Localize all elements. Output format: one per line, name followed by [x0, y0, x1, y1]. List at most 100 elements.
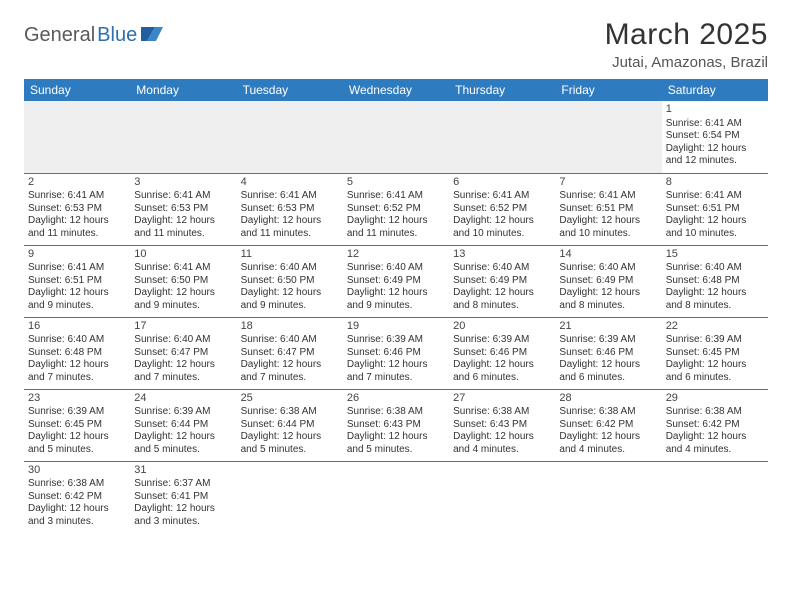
- day-number: 20: [453, 320, 551, 334]
- sunrise-text: Sunrise: 6:41 AM: [28, 190, 126, 203]
- daylight-text: Daylight: 12 hours and 8 minutes.: [559, 287, 657, 312]
- day-number: 8: [666, 176, 764, 190]
- day-number: 16: [28, 320, 126, 334]
- calendar-day: 3Sunrise: 6:41 AMSunset: 6:53 PMDaylight…: [130, 173, 236, 245]
- sunrise-text: Sunrise: 6:39 AM: [347, 334, 445, 347]
- day-number: 25: [241, 392, 339, 406]
- daylight-text: Daylight: 12 hours and 3 minutes.: [134, 503, 232, 528]
- daylight-text: Daylight: 12 hours and 5 minutes.: [241, 431, 339, 456]
- header: GeneralBlue March 2025 Jutai, Amazonas, …: [24, 18, 768, 71]
- day-header-row: SundayMondayTuesdayWednesdayThursdayFrid…: [24, 79, 768, 101]
- day-number: 28: [559, 392, 657, 406]
- daylight-text: Daylight: 12 hours and 5 minutes.: [347, 431, 445, 456]
- sunrise-text: Sunrise: 6:40 AM: [666, 262, 764, 275]
- sunrise-text: Sunrise: 6:40 AM: [453, 262, 551, 275]
- calendar-empty: [449, 101, 555, 173]
- daylight-text: Daylight: 12 hours and 7 minutes.: [347, 359, 445, 384]
- location-subtitle: Jutai, Amazonas, Brazil: [605, 54, 768, 71]
- sunset-text: Sunset: 6:45 PM: [666, 347, 764, 360]
- day-number: 27: [453, 392, 551, 406]
- day-number: 11: [241, 248, 339, 262]
- sunrise-text: Sunrise: 6:38 AM: [453, 406, 551, 419]
- sunrise-text: Sunrise: 6:41 AM: [453, 190, 551, 203]
- logo-flag-icon: [141, 25, 163, 46]
- calendar-empty: [449, 461, 555, 533]
- calendar-day: 31Sunrise: 6:37 AMSunset: 6:41 PMDayligh…: [130, 461, 236, 533]
- calendar-day: 22Sunrise: 6:39 AMSunset: 6:45 PMDayligh…: [662, 317, 768, 389]
- day-number: 23: [28, 392, 126, 406]
- sunrise-text: Sunrise: 6:41 AM: [347, 190, 445, 203]
- sunrise-text: Sunrise: 6:40 AM: [559, 262, 657, 275]
- sunset-text: Sunset: 6:48 PM: [666, 275, 764, 288]
- calendar-empty: [24, 101, 130, 173]
- sunrise-text: Sunrise: 6:40 AM: [241, 334, 339, 347]
- daylight-text: Daylight: 12 hours and 4 minutes.: [453, 431, 551, 456]
- daylight-text: Daylight: 12 hours and 8 minutes.: [453, 287, 551, 312]
- daylight-text: Daylight: 12 hours and 4 minutes.: [559, 431, 657, 456]
- daylight-text: Daylight: 12 hours and 6 minutes.: [666, 359, 764, 384]
- sunrise-text: Sunrise: 6:38 AM: [559, 406, 657, 419]
- calendar-empty: [343, 101, 449, 173]
- sunset-text: Sunset: 6:52 PM: [453, 203, 551, 216]
- calendar-week: 23Sunrise: 6:39 AMSunset: 6:45 PMDayligh…: [24, 389, 768, 461]
- day-number: 14: [559, 248, 657, 262]
- day-number: 21: [559, 320, 657, 334]
- calendar-day: 17Sunrise: 6:40 AMSunset: 6:47 PMDayligh…: [130, 317, 236, 389]
- sunset-text: Sunset: 6:53 PM: [241, 203, 339, 216]
- sunrise-text: Sunrise: 6:40 AM: [134, 334, 232, 347]
- sunset-text: Sunset: 6:51 PM: [28, 275, 126, 288]
- sunrise-text: Sunrise: 6:39 AM: [453, 334, 551, 347]
- sunset-text: Sunset: 6:47 PM: [241, 347, 339, 360]
- sunrise-text: Sunrise: 6:41 AM: [28, 262, 126, 275]
- calendar-day: 15Sunrise: 6:40 AMSunset: 6:48 PMDayligh…: [662, 245, 768, 317]
- daylight-text: Daylight: 12 hours and 10 minutes.: [666, 215, 764, 240]
- calendar-day: 30Sunrise: 6:38 AMSunset: 6:42 PMDayligh…: [24, 461, 130, 533]
- calendar-day: 12Sunrise: 6:40 AMSunset: 6:49 PMDayligh…: [343, 245, 449, 317]
- sunset-text: Sunset: 6:50 PM: [134, 275, 232, 288]
- daylight-text: Daylight: 12 hours and 5 minutes.: [28, 431, 126, 456]
- sunset-text: Sunset: 6:42 PM: [28, 491, 126, 504]
- daylight-text: Daylight: 12 hours and 11 minutes.: [134, 215, 232, 240]
- calendar-day: 6Sunrise: 6:41 AMSunset: 6:52 PMDaylight…: [449, 173, 555, 245]
- logo-text-blue: Blue: [97, 24, 137, 47]
- sunset-text: Sunset: 6:44 PM: [241, 419, 339, 432]
- sunrise-text: Sunrise: 6:40 AM: [241, 262, 339, 275]
- calendar-day: 13Sunrise: 6:40 AMSunset: 6:49 PMDayligh…: [449, 245, 555, 317]
- day-number: 10: [134, 248, 232, 262]
- calendar-day: 14Sunrise: 6:40 AMSunset: 6:49 PMDayligh…: [555, 245, 661, 317]
- day-number: 18: [241, 320, 339, 334]
- day-header: Saturday: [662, 79, 768, 101]
- sunset-text: Sunset: 6:45 PM: [28, 419, 126, 432]
- day-number: 13: [453, 248, 551, 262]
- sunset-text: Sunset: 6:41 PM: [134, 491, 232, 504]
- calendar-day: 28Sunrise: 6:38 AMSunset: 6:42 PMDayligh…: [555, 389, 661, 461]
- calendar-week: 16Sunrise: 6:40 AMSunset: 6:48 PMDayligh…: [24, 317, 768, 389]
- day-number: 2: [28, 176, 126, 190]
- sunrise-text: Sunrise: 6:39 AM: [134, 406, 232, 419]
- calendar-day: 26Sunrise: 6:38 AMSunset: 6:43 PMDayligh…: [343, 389, 449, 461]
- sunset-text: Sunset: 6:48 PM: [28, 347, 126, 360]
- daylight-text: Daylight: 12 hours and 12 minutes.: [666, 143, 764, 168]
- sunset-text: Sunset: 6:52 PM: [347, 203, 445, 216]
- sunset-text: Sunset: 6:53 PM: [28, 203, 126, 216]
- sunset-text: Sunset: 6:53 PM: [134, 203, 232, 216]
- sunrise-text: Sunrise: 6:39 AM: [559, 334, 657, 347]
- day-number: 5: [347, 176, 445, 190]
- daylight-text: Daylight: 12 hours and 10 minutes.: [559, 215, 657, 240]
- daylight-text: Daylight: 12 hours and 9 minutes.: [28, 287, 126, 312]
- calendar-day: 23Sunrise: 6:39 AMSunset: 6:45 PMDayligh…: [24, 389, 130, 461]
- day-number: 19: [347, 320, 445, 334]
- day-header: Thursday: [449, 79, 555, 101]
- daylight-text: Daylight: 12 hours and 7 minutes.: [28, 359, 126, 384]
- daylight-text: Daylight: 12 hours and 7 minutes.: [134, 359, 232, 384]
- daylight-text: Daylight: 12 hours and 4 minutes.: [666, 431, 764, 456]
- sunrise-text: Sunrise: 6:41 AM: [241, 190, 339, 203]
- daylight-text: Daylight: 12 hours and 6 minutes.: [453, 359, 551, 384]
- daylight-text: Daylight: 12 hours and 10 minutes.: [453, 215, 551, 240]
- daylight-text: Daylight: 12 hours and 6 minutes.: [559, 359, 657, 384]
- sunrise-text: Sunrise: 6:37 AM: [134, 478, 232, 491]
- calendar-empty: [555, 101, 661, 173]
- sunrise-text: Sunrise: 6:40 AM: [347, 262, 445, 275]
- calendar-week: 9Sunrise: 6:41 AMSunset: 6:51 PMDaylight…: [24, 245, 768, 317]
- calendar-day: 5Sunrise: 6:41 AMSunset: 6:52 PMDaylight…: [343, 173, 449, 245]
